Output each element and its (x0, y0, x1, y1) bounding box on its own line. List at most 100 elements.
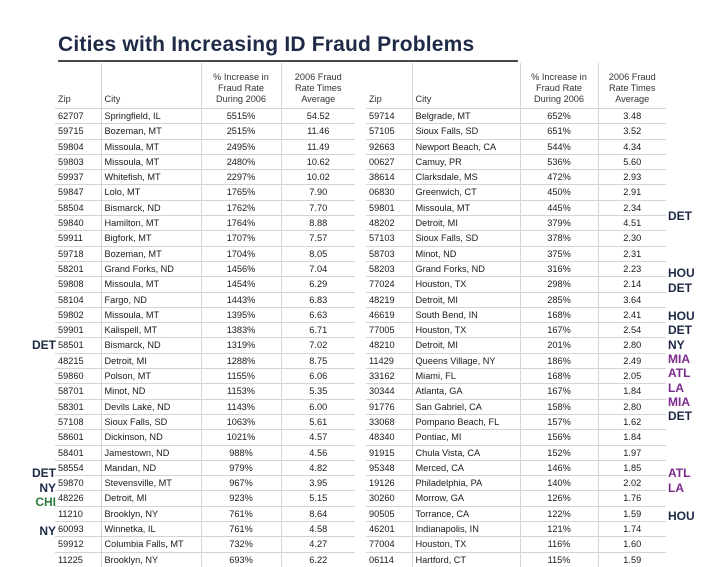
left-table-row: 11225 Brooklyn, NY 693% 6.22 (55, 551, 355, 567)
left-cell-pct: 1454% (200, 276, 281, 293)
right-city-tag: MIA (668, 352, 690, 367)
right-cell-zip: 91776 (366, 398, 412, 415)
right-cell-pct: 116% (519, 536, 598, 553)
right-cell-avg: 1.59 (597, 505, 666, 522)
left-cell-city: Bozeman, MT (100, 245, 201, 262)
left-table-row: 58504 Bismarck, ND 1762% 7.70 (55, 199, 355, 216)
left-table-row: 59937 Whitefish, MT 2297% 10.02 (55, 169, 355, 185)
right-tag-spacer (668, 63, 718, 109)
left-cell-zip: 59718 (55, 245, 101, 262)
left-cell-city: Winnetka, IL (100, 521, 201, 537)
right-table-row: 95348 Merced, CA 146% 1.85 (366, 459, 666, 476)
left-cell-zip: 48215 (55, 352, 101, 369)
left-table-row: 59718 Bozeman, MT 1704% 8.05 (55, 245, 355, 262)
right-table-row: 77005 Houston, TX 167% 2.54 (366, 322, 666, 338)
right-table-row: 58203 Grand Forks, ND 316% 2.23 (366, 260, 666, 277)
left-cell-pct: 2495% (200, 138, 281, 155)
right-cell-pct: 379% (519, 215, 598, 231)
right-table-row: 48202 Detroit, MI 379% 4.51 (366, 215, 666, 231)
left-cell-zip: 59912 (55, 536, 101, 553)
right-cell-zip: 77005 (366, 322, 412, 338)
right-cell-pct: 316% (519, 260, 598, 277)
left-cell-pct: 1153% (200, 383, 281, 400)
left-cell-avg: 5.61 (280, 413, 355, 430)
right-table-row: 46619 South Bend, IN 168% 2.41 (366, 306, 666, 323)
right-cell-city: Merced, CA (411, 459, 520, 476)
left-tag-slot (20, 252, 56, 266)
right-cell-pct: 157% (519, 413, 598, 430)
left-cell-avg: 5.15 (280, 490, 355, 507)
left-cell-pct: 1456% (200, 260, 281, 277)
right-cell-pct: 472% (519, 169, 598, 185)
right-cell-city: Grand Forks, ND (411, 260, 520, 277)
left-table-row: 59802 Missoula, MT 1395% 6.63 (55, 306, 355, 323)
left-cell-avg: 8.64 (280, 505, 355, 522)
left-cell-zip: 11210 (55, 505, 101, 522)
left-cell-pct: 2480% (200, 153, 281, 170)
left-cell-city: Kalispell, MT (100, 322, 201, 338)
left-cell-pct: 761% (200, 521, 281, 537)
right-cell-avg: 2.31 (597, 245, 666, 262)
right-cell-zip: 06114 (366, 551, 412, 567)
right-cell-zip: 46619 (366, 306, 412, 323)
right-cell-avg: 3.48 (597, 107, 666, 124)
left-cell-pct: 2297% (200, 169, 281, 185)
right-cell-city: Sioux Falls, SD (411, 123, 520, 140)
right-cell-avg: 5.60 (597, 153, 666, 170)
right-cell-zip: 58203 (366, 260, 412, 277)
left-table-row: 58104 Fargo, ND 1443% 6.83 (55, 291, 355, 308)
right-tag-slot (668, 438, 718, 452)
left-cell-avg: 7.57 (280, 230, 355, 247)
right-table-row: 77024 Houston, TX 298% 2.14 (366, 276, 666, 293)
left-header-city: City (100, 63, 201, 109)
left-cell-zip: 59804 (55, 138, 101, 155)
left-table-row: 59901 Kalispell, MT 1383% 6.71 (55, 322, 355, 338)
left-cell-avg: 6.22 (280, 551, 355, 567)
right-cell-avg: 3.52 (597, 123, 666, 140)
left-cell-city: Bismarck, ND (100, 199, 201, 216)
right-cell-pct: 375% (519, 245, 598, 262)
right-cell-pct: 122% (519, 505, 598, 522)
right-cell-pct: 121% (519, 521, 598, 537)
left-table-row: 59840 Hamilton, MT 1764% 8.88 (55, 215, 355, 231)
right-cell-avg: 2.49 (597, 352, 666, 369)
left-table-row: 58201 Grand Forks, ND 1456% 7.04 (55, 260, 355, 277)
right-cell-zip: 48210 (366, 337, 412, 354)
right-cell-city: Detroit, MI (411, 291, 520, 308)
right-cell-avg: 2.14 (597, 276, 666, 293)
left-cell-city: Stevensville, MT (100, 475, 201, 491)
right-cell-city: Chula Vista, CA (411, 444, 520, 461)
left-cell-zip: 59860 (55, 368, 101, 384)
right-cell-zip: 00627 (366, 153, 412, 170)
right-cell-city: Missoula, MT (411, 199, 520, 216)
left-cell-pct: 5515% (200, 107, 281, 124)
right-table-row: 33162 Miami, FL 168% 2.05 (366, 368, 666, 384)
left-cell-avg: 11.46 (280, 123, 355, 140)
right-city-tag: MIA (668, 394, 690, 409)
right-cell-pct: 146% (519, 459, 598, 476)
left-cell-city: Hamilton, MT (100, 215, 201, 231)
right-tag-slot (668, 123, 718, 137)
right-cell-avg: 4.51 (597, 215, 666, 231)
left-cell-zip: 58501 (55, 337, 101, 354)
left-city-tag: DET (32, 337, 56, 352)
right-cell-city: Belgrade, MT (411, 107, 520, 124)
right-cell-zip: 57105 (366, 123, 412, 140)
left-cell-pct: 761% (200, 505, 281, 522)
left-tag-slot (20, 180, 56, 194)
right-header-zip: Zip (369, 94, 382, 104)
right-cell-city: Newport Beach, CA (411, 138, 520, 155)
right-cell-zip: 91915 (366, 444, 412, 461)
left-cell-pct: 1155% (200, 368, 281, 384)
right-cell-pct: 186% (519, 352, 598, 369)
left-cell-zip: 59808 (55, 276, 101, 293)
left-table-row: 59808 Missoula, MT 1454% 6.29 (55, 276, 355, 293)
left-table-row: 58601 Dickinson, ND 1021% 4.57 (55, 429, 355, 446)
left-cell-zip: 59715 (55, 123, 101, 140)
left-cell-avg: 3.95 (280, 475, 355, 491)
right-city-tag: DET (668, 280, 692, 295)
right-cell-pct: 450% (519, 184, 598, 201)
right-cell-pct: 115% (519, 551, 598, 567)
left-cell-avg: 6.06 (280, 368, 355, 384)
right-cell-avg: 2.54 (597, 322, 666, 338)
